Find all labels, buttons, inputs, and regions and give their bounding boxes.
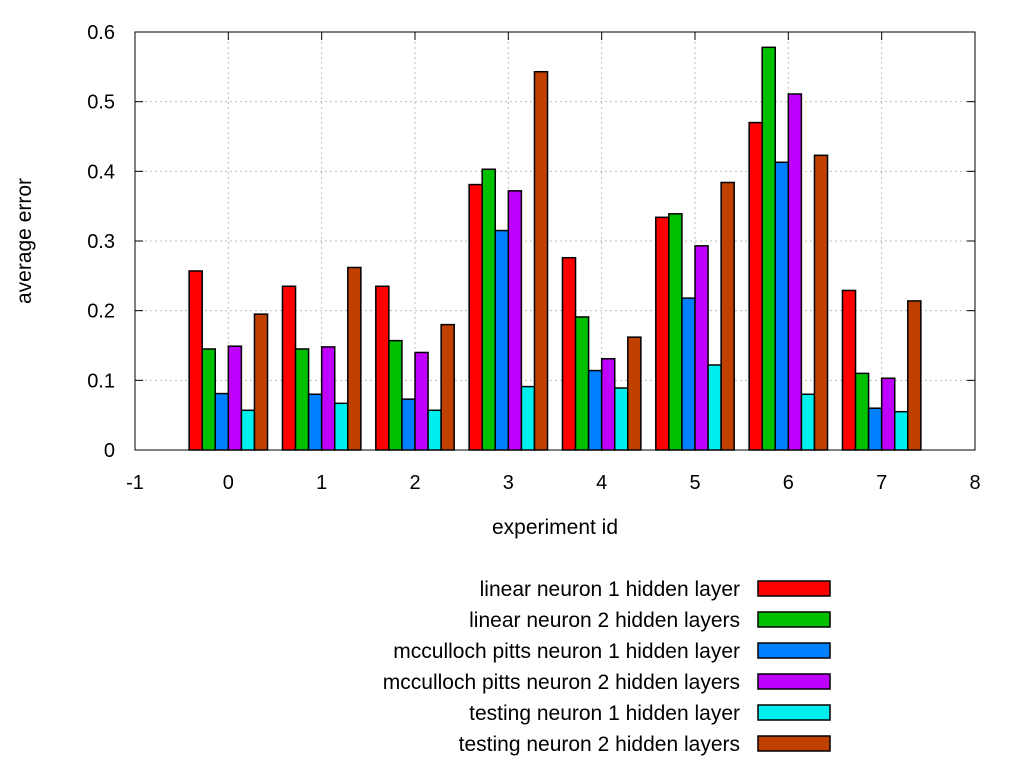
bar-4-exp-7: [882, 378, 895, 450]
bar-1-exp-7: [842, 290, 855, 450]
bar-1-exp-3: [469, 185, 482, 450]
y-tick-label: 0.6: [87, 22, 115, 44]
y-tick-label: 0.5: [87, 92, 115, 114]
bar-5-exp-3: [521, 387, 534, 450]
legend-label: mcculloch pitts neuron 2 hidden layers: [383, 671, 740, 694]
bar-2-exp-5: [669, 214, 682, 450]
x-tick-label: 4: [596, 472, 607, 494]
bar-4-exp-6: [788, 94, 801, 450]
y-tick-label: 0: [104, 440, 115, 462]
bar-3-exp-6: [775, 162, 788, 450]
legend: linear neuron 1 hidden layer linear neuro…: [383, 578, 830, 756]
bar-5-exp-6: [801, 394, 814, 450]
bar-6-exp-4: [628, 337, 641, 450]
x-tick-label: 8: [969, 472, 980, 494]
bar-1-exp-1: [282, 286, 295, 450]
bars: [189, 47, 921, 450]
bar-6-exp-0: [254, 314, 267, 450]
bar-5-exp-2: [428, 410, 441, 450]
x-tick-label: -1: [126, 472, 144, 494]
x-tick-label: 6: [783, 472, 794, 494]
legend-label: mcculloch pitts neuron 1 hidden layer: [393, 640, 740, 663]
bar-6-exp-3: [534, 72, 547, 450]
legend-swatch: [758, 581, 830, 596]
legend-swatch: [758, 705, 830, 720]
bar-4-exp-3: [508, 191, 521, 450]
bar-1-exp-5: [656, 217, 669, 450]
bar-6-exp-1: [348, 267, 361, 450]
bar-3-exp-7: [869, 408, 882, 450]
legend-label: testing neuron 1 hidden layer: [469, 702, 740, 725]
x-tick-label: 0: [223, 472, 234, 494]
bar-3-exp-5: [682, 298, 695, 450]
legend-swatch: [758, 643, 830, 658]
bar-4-exp-2: [415, 352, 428, 450]
bar-4-exp-5: [695, 246, 708, 450]
bar-5-exp-1: [335, 403, 348, 450]
y-axis-label: average error: [13, 178, 36, 304]
bar-3-exp-0: [215, 394, 228, 450]
bar-4-exp-0: [228, 346, 241, 450]
bar-3-exp-1: [309, 394, 322, 450]
bar-4-exp-4: [602, 359, 615, 450]
x-axis-label: experiment id: [492, 516, 618, 539]
bar-5-exp-0: [241, 410, 254, 450]
bar-2-exp-1: [296, 349, 309, 450]
legend-swatch: [758, 612, 830, 627]
bar-3-exp-4: [589, 371, 602, 450]
bar-2-exp-2: [389, 341, 402, 450]
bar-6-exp-7: [908, 301, 921, 450]
bar-4-exp-1: [322, 347, 335, 450]
bar-1-exp-0: [189, 271, 202, 450]
bar-1-exp-6: [749, 123, 762, 450]
bar-6-exp-6: [814, 155, 827, 450]
bar-3-exp-2: [402, 399, 415, 450]
bar-5-exp-5: [708, 365, 721, 450]
bar-6-exp-2: [441, 325, 454, 450]
bar-3-exp-3: [495, 231, 508, 450]
y-tick-label: 0.2: [87, 301, 115, 323]
bar-1-exp-2: [376, 286, 389, 450]
legend-label: linear neuron 2 hidden layers: [469, 609, 740, 632]
x-tick-label: 5: [689, 472, 700, 494]
bar-5-exp-4: [615, 388, 628, 450]
y-tick-label: 0.1: [87, 370, 115, 392]
bar-2-exp-6: [762, 47, 775, 450]
bar-1-exp-4: [562, 258, 575, 450]
bar-2-exp-0: [202, 349, 215, 450]
x-tick-label: 1: [316, 472, 327, 494]
x-tick-label: 7: [876, 472, 887, 494]
bar-2-exp-3: [482, 169, 495, 450]
bar-6-exp-5: [721, 182, 734, 450]
bar-2-exp-7: [856, 373, 869, 450]
legend-label: testing neuron 2 hidden layers: [459, 733, 740, 756]
bar-5-exp-7: [895, 412, 908, 450]
x-tick-label: 2: [409, 472, 420, 494]
y-tick-label: 0.3: [87, 231, 115, 253]
legend-swatch: [758, 674, 830, 689]
bar-2-exp-4: [576, 317, 589, 450]
x-tick-label: 3: [503, 472, 514, 494]
y-tick-label: 0.4: [87, 161, 115, 183]
legend-label: linear neuron 1 hidden layer: [480, 578, 740, 601]
legend-swatch: [758, 736, 830, 751]
